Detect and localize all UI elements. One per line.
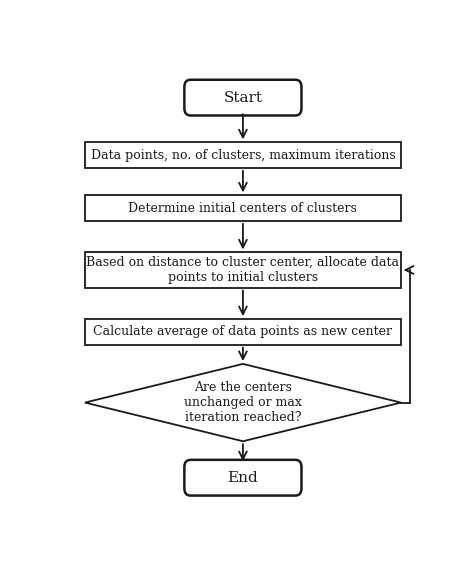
Bar: [85, 319, 401, 344]
Bar: [85, 195, 401, 221]
Text: Based on distance to cluster center, allocate data
points to initial clusters: Based on distance to cluster center, all…: [86, 256, 400, 284]
Text: Calculate average of data points as new center: Calculate average of data points as new …: [93, 325, 392, 338]
Polygon shape: [85, 364, 401, 441]
Text: Data points, no. of clusters, maximum iterations: Data points, no. of clusters, maximum it…: [91, 149, 395, 161]
FancyBboxPatch shape: [184, 460, 301, 495]
Text: End: End: [228, 471, 258, 484]
Bar: [85, 253, 401, 288]
Text: Determine initial centers of clusters: Determine initial centers of clusters: [128, 201, 357, 215]
Bar: [85, 142, 401, 168]
FancyBboxPatch shape: [184, 80, 301, 115]
Text: Start: Start: [223, 91, 263, 104]
Text: Are the centers
unchanged or max
iteration reached?: Are the centers unchanged or max iterati…: [184, 381, 302, 424]
